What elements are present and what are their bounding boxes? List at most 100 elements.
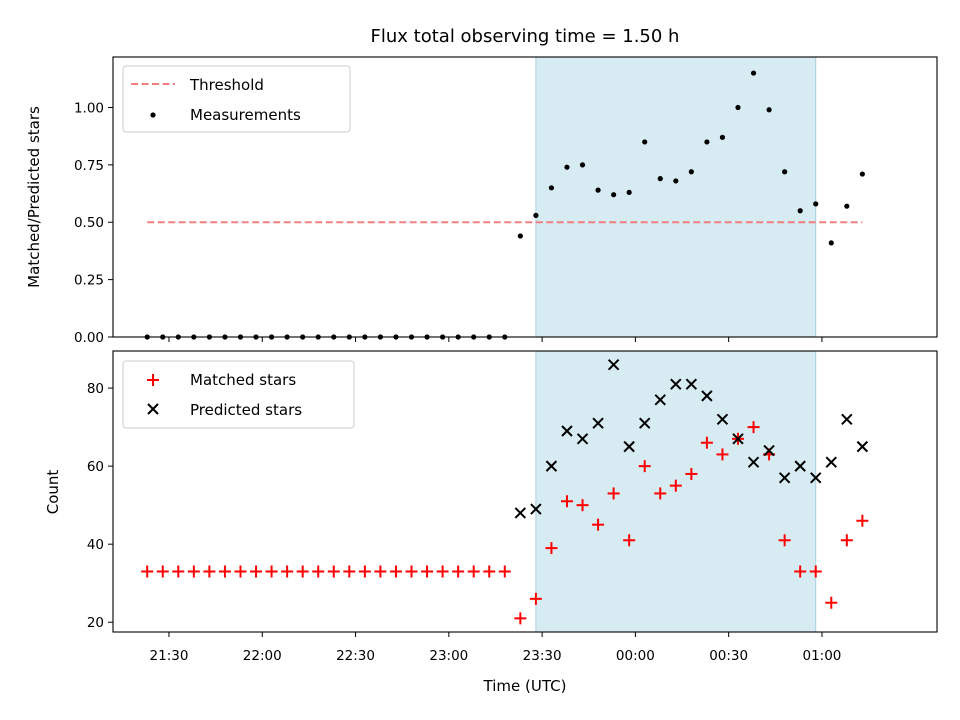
matched-star-point xyxy=(592,518,605,531)
bottom-legend-box xyxy=(122,360,355,429)
measurement-point xyxy=(766,107,772,113)
measurement-point xyxy=(517,233,523,239)
bottom-data-marks xyxy=(141,358,869,625)
top-legend-box xyxy=(122,65,351,133)
bottom-panel: 20 40 60 80 21:30 22:00 22:30 23:00 23:30 00:00 0… xyxy=(44,350,938,695)
measurement-point xyxy=(673,178,679,184)
matched-star-point xyxy=(358,565,371,578)
predicted-star-point xyxy=(623,440,635,453)
matched-star-point xyxy=(576,499,589,512)
x-tick-label: 21:30 xyxy=(150,648,189,664)
matched-star-point xyxy=(778,534,791,547)
measurement-point xyxy=(719,134,726,140)
matched-star-point xyxy=(374,565,387,578)
matched-star-point xyxy=(234,565,247,578)
predicted-star-point xyxy=(576,433,589,445)
measurement-point xyxy=(813,201,819,207)
matched-star-point xyxy=(607,487,620,500)
x-tick-label: 01:00 xyxy=(802,648,841,664)
x-axis-label: Time (UTC) xyxy=(483,677,567,695)
predicted-star-point xyxy=(825,456,837,468)
measurement-point xyxy=(657,176,663,182)
measurement-point xyxy=(533,212,539,218)
predicted-star-point xyxy=(561,425,573,437)
matched-star-point xyxy=(281,565,294,578)
legend-threshold-label: Threshold xyxy=(189,76,264,94)
matched-star-point xyxy=(560,495,573,508)
matched-star-point xyxy=(654,487,667,500)
matched-star-point xyxy=(265,565,278,578)
matched-star-point xyxy=(296,565,309,578)
legend-predicted-label: Predicted stars xyxy=(190,401,302,419)
predicted-star-point xyxy=(778,472,791,484)
measurement-point xyxy=(579,162,586,168)
y-tick-label: 0.75 xyxy=(74,158,104,174)
measurement-point xyxy=(595,187,601,193)
top-plot-frame xyxy=(112,56,938,338)
top-legend: Threshold Measurements xyxy=(122,65,351,133)
bottom-plot-frame xyxy=(112,350,938,633)
measurement-point xyxy=(782,169,788,175)
predicted-star-point xyxy=(716,413,729,426)
matched-star-point xyxy=(545,542,558,555)
matched-star-point xyxy=(483,565,496,578)
predicted-star-point xyxy=(810,472,822,484)
x-tick-label: 23:30 xyxy=(523,648,562,664)
predicted-star-point xyxy=(732,433,744,445)
chart-title: Flux total observing time = 1.50 h xyxy=(371,26,680,47)
measurement-point xyxy=(828,240,834,246)
bottom-legend: Matched stars Predicted stars xyxy=(122,360,355,429)
measurement-point xyxy=(642,139,648,145)
matched-star-point xyxy=(312,565,325,578)
measurement-point xyxy=(688,169,694,175)
measurement-point xyxy=(750,70,757,76)
x-tick-label: 22:00 xyxy=(243,648,282,664)
top-panel: 0.00 0.25 0.50 0.75 1.00 Matched/Predicted s… xyxy=(25,56,938,346)
matched-star-point xyxy=(529,592,542,605)
predicted-star-point xyxy=(607,358,620,371)
matched-star-point xyxy=(700,436,713,449)
matched-star-point xyxy=(405,565,418,578)
measurement-point xyxy=(548,185,555,191)
bottom-x-axis: 21:30 22:00 22:30 23:00 23:30 00:00 00:30 01:00 xyxy=(150,632,841,664)
top-x-ticks xyxy=(168,337,823,342)
matched-star-point xyxy=(452,565,465,578)
matched-star-point xyxy=(421,565,434,578)
legend-measurements-marker xyxy=(150,112,156,118)
y-tick-label: 40 xyxy=(87,537,104,553)
predicted-star-point xyxy=(530,503,542,515)
measurement-point xyxy=(797,208,803,214)
y-tick-label: 0.00 xyxy=(74,330,104,346)
matched-star-point xyxy=(187,565,200,578)
x-tick-label: 23:00 xyxy=(429,648,468,664)
matched-star-point xyxy=(156,565,169,578)
y-tick-label: 0.25 xyxy=(74,273,104,289)
legend-measurements-label: Measurements xyxy=(190,106,301,124)
predicted-star-point xyxy=(856,440,869,453)
matched-star-point xyxy=(389,565,402,578)
matched-star-point xyxy=(250,565,263,578)
x-tick-label: 22:30 xyxy=(336,648,375,664)
predicted-star-point xyxy=(701,390,713,402)
matched-star-point xyxy=(514,612,527,625)
y-tick-label: 20 xyxy=(87,615,104,631)
x-tick-label: 00:30 xyxy=(709,648,748,664)
top-highlight-span xyxy=(535,56,817,338)
measurement-point xyxy=(611,192,617,198)
matched-star-point xyxy=(840,534,853,547)
x-tick-label: 00:00 xyxy=(616,648,655,664)
bottom-y-axis: 20 40 60 80 xyxy=(87,381,113,631)
predicted-star-point xyxy=(654,394,666,406)
predicted-star-point xyxy=(545,460,558,472)
predicted-star-point xyxy=(685,378,698,390)
matched-star-point xyxy=(467,565,480,578)
predicted-star-point xyxy=(747,456,760,468)
matched-star-point xyxy=(669,479,682,492)
measurement-point xyxy=(735,104,741,111)
matched-star-point xyxy=(436,565,449,578)
matched-star-point xyxy=(856,514,869,527)
measurement-point xyxy=(844,203,850,209)
predicted-star-point xyxy=(763,444,775,457)
predicted-star-point xyxy=(639,417,651,429)
